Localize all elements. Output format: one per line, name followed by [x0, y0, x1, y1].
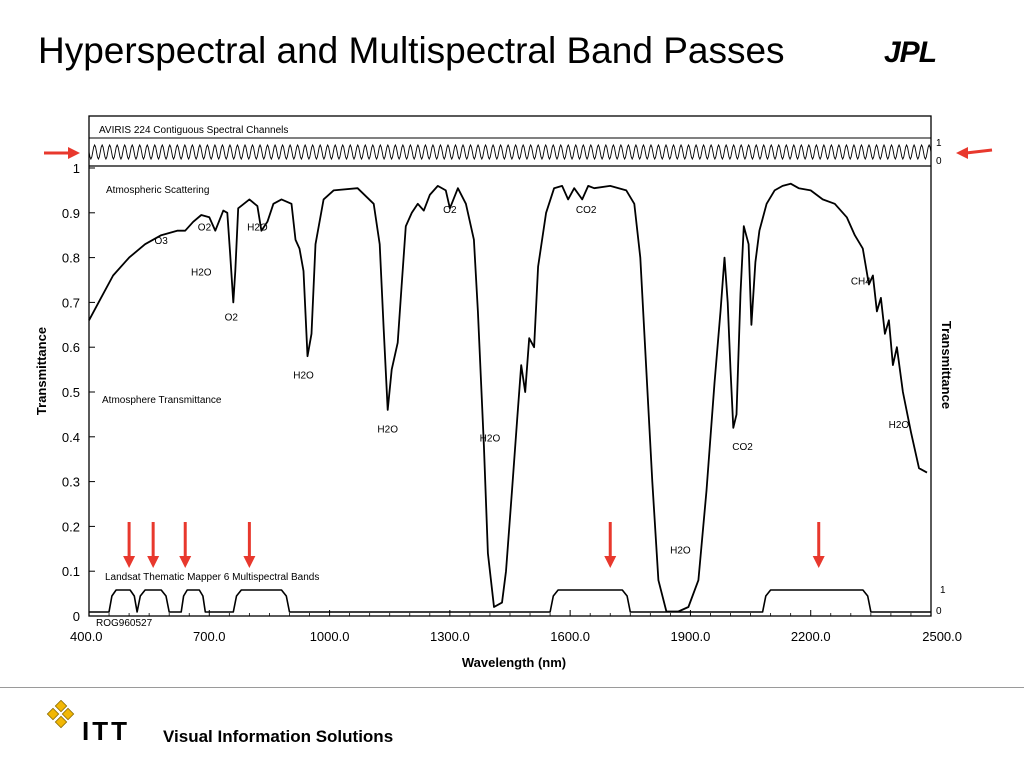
y-tick-label: 1 [73, 161, 80, 176]
landsat-label: Landsat Thematic Mapper 6 Multispectral … [105, 572, 319, 583]
x-axis-label: Wavelength (nm) [462, 655, 566, 670]
y-tick-label: 0.5 [62, 385, 80, 400]
y-tick-label: 0.9 [62, 206, 80, 221]
transmittance-chart: AVIRIS 224 Contiguous Spectral Channels … [34, 115, 993, 670]
x-tick-label: 1300.0 [430, 629, 470, 644]
absorption-label: CH4 [851, 276, 871, 287]
chart-frame [88, 115, 932, 617]
band-arrow-head [604, 556, 617, 568]
x-tick-label: 1600.0 [550, 629, 590, 644]
aviris-channels-wave [88, 143, 932, 161]
y-axis: 0 0.1 0.2 0.3 0.4 0.5 0.6 0.7 0.8 0.9 1 [62, 161, 95, 624]
absorption-label: H2O [191, 268, 212, 279]
y-tick-label: 0.7 [62, 295, 80, 310]
y-axis-label: Transmittance [34, 327, 49, 415]
y-tick-label: 0.3 [62, 475, 80, 490]
slide-title: Hyperspectral and Multispectral Band Pas… [38, 30, 785, 71]
jpl-logo: JPL [884, 36, 937, 69]
absorption-label: O2 [225, 312, 239, 323]
absorption-label: H2O [377, 424, 398, 435]
x-tick-label: 1000.0 [310, 629, 350, 644]
aviris-scale-bottom: 0 [936, 156, 942, 167]
aviris-arrow-left-head [68, 147, 80, 159]
absorption-label: O3 [154, 236, 168, 247]
footer-tagline: Visual Information Solutions [163, 727, 394, 746]
x-axis: 400.0 700.0 1000.0 1300.0 1600.0 1900.0 2200.0… [70, 610, 962, 644]
y-tick-label: 0.2 [62, 519, 80, 534]
band-arrow-head [812, 556, 825, 568]
absorption-label: H2O [889, 420, 910, 431]
band-arrow-head [147, 556, 160, 568]
highlight-arrows [44, 147, 993, 568]
absorption-label: O2 [443, 205, 457, 216]
absorption-annotations: O3 O2 H2O H2O O2 H2O H2O O2 CO2 H2O H2O CO2 CH4 H2O [154, 205, 909, 556]
figure-id: ROG960527 [96, 618, 153, 629]
absorption-label: CO2 [576, 205, 597, 216]
itt-logo-text: ITT [82, 716, 130, 746]
y-tick-label: 0.4 [62, 430, 80, 445]
band-arrow-head [179, 556, 192, 568]
y-tick-label: 0.1 [62, 564, 80, 579]
x-tick-label: 700.0 [193, 629, 226, 644]
y-tick-label: 0.8 [62, 251, 80, 266]
aviris-arrow-right-shaft [965, 148, 993, 155]
atmosphere-transmittance-curve [88, 182, 928, 613]
absorption-label: H2O [670, 545, 691, 556]
aviris-label: AVIRIS 224 Contiguous Spectral Channels [99, 125, 288, 136]
y-tick-label: 0 [73, 609, 80, 624]
absorption-label: CO2 [732, 442, 753, 453]
footer-divider [0, 687, 1024, 688]
x-tick-label: 1900.0 [671, 629, 711, 644]
landsat-bands-curve [89, 589, 931, 613]
atmosphere-label: Atmosphere Transmittance [102, 395, 222, 406]
band-arrow-head [123, 556, 136, 568]
landsat-scale-top: 1 [940, 585, 946, 596]
y-tick-label: 0.6 [62, 340, 80, 355]
x-tick-label: 2200.0 [791, 629, 831, 644]
y-axis-label-right: Transmittance [939, 321, 954, 409]
x-tick-label: 2500.0 [922, 629, 962, 644]
absorption-label: H2O [247, 223, 268, 234]
itt-diamond-icon [46, 700, 75, 729]
scattering-label: Atmospheric Scattering [106, 185, 209, 196]
landsat-scale-bottom: 0 [936, 606, 942, 617]
scattering-label-text: Atmospheric Scattering [106, 185, 209, 196]
aviris-arrow-right-head [956, 147, 968, 159]
absorption-label: H2O [293, 371, 314, 382]
band-arrow-head [243, 556, 256, 568]
aviris-scale-top: 1 [936, 138, 942, 149]
absorption-label: H2O [480, 433, 501, 444]
x-tick-label: 400.0 [70, 629, 103, 644]
absorption-label: O2 [198, 223, 212, 234]
